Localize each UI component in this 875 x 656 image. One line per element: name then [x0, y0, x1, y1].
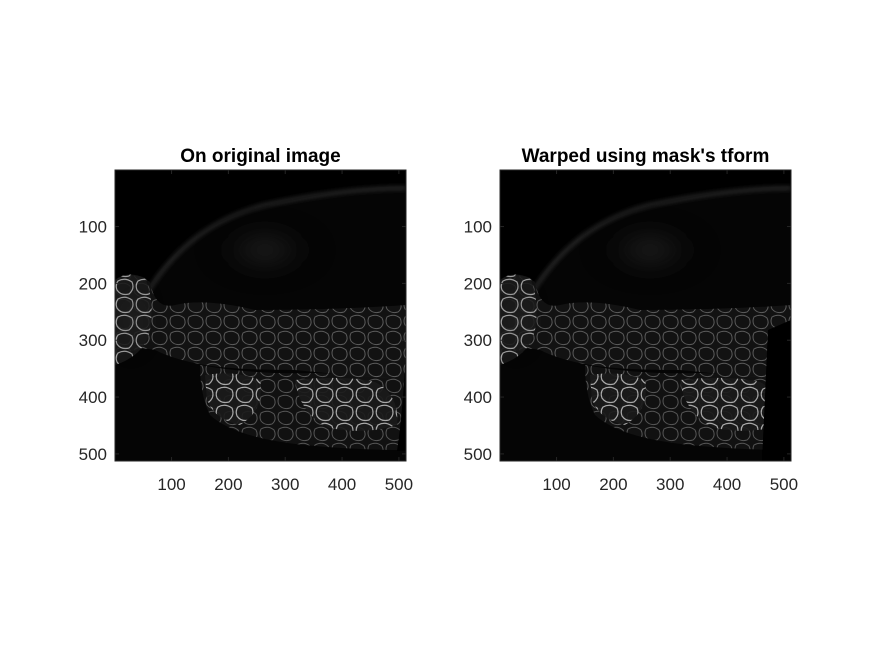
right-x-tick-label: 200: [599, 475, 627, 494]
left-panel-title: On original image: [180, 146, 340, 167]
left-x-tick-label: 400: [328, 475, 356, 494]
right-y-ticks: 100 200 300 400 500: [464, 218, 791, 464]
right-x-tick-label: 500: [770, 475, 798, 494]
left-x-ticks: 100 200 300 400 500: [157, 170, 413, 494]
left-x-tick-label: 500: [385, 475, 413, 494]
left-y-ticks: 100 200 300 400 500: [79, 218, 406, 464]
right-y-tick-label: 500: [464, 445, 492, 464]
left-y-tick-label: 300: [79, 331, 107, 350]
left-x-tick-label: 300: [271, 475, 299, 494]
right-x-tick-label: 100: [542, 475, 570, 494]
right-y-tick-label: 100: [464, 218, 492, 237]
right-y-tick-label: 200: [464, 274, 492, 293]
right-panel: Warped using mask's tform 100 200 300 400 50…: [464, 146, 798, 494]
left-image: [115, 170, 406, 461]
left-panel: On original image 100 200 300 400 500 100 200…: [79, 146, 413, 494]
left-y-tick-label: 500: [79, 445, 107, 464]
left-axes-frame: [114, 169, 407, 462]
right-panel-title: Warped using mask's tform: [522, 146, 770, 167]
left-x-tick-label: 100: [157, 475, 185, 494]
right-y-tick-label: 400: [464, 388, 492, 407]
right-axes-frame: [499, 169, 792, 462]
right-x-tick-label: 400: [713, 475, 741, 494]
left-y-tick-label: 400: [79, 388, 107, 407]
right-y-tick-label: 300: [464, 331, 492, 350]
left-y-tick-label: 200: [79, 274, 107, 293]
left-x-tick-label: 200: [214, 475, 242, 494]
right-image: [500, 170, 791, 461]
left-y-tick-label: 100: [79, 218, 107, 237]
right-x-tick-label: 300: [656, 475, 684, 494]
right-x-ticks: 100 200 300 400 500: [542, 170, 798, 494]
